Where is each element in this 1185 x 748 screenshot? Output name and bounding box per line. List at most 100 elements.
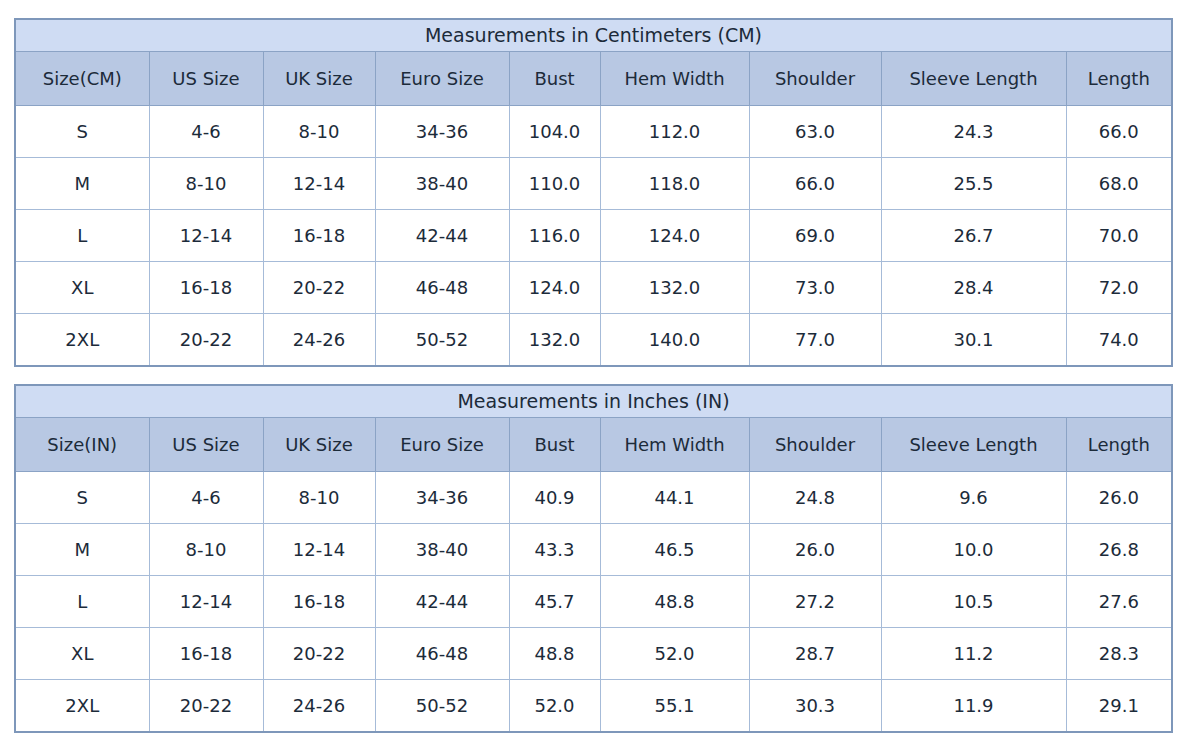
table-cell: 28.4 <box>881 262 1066 314</box>
column-header-us-size: US Size <box>149 52 263 106</box>
column-header-uk-size: UK Size <box>263 418 375 472</box>
table-row-2xl: 2XL 20-22 24-26 50-52 52.0 55.1 30.3 11.… <box>15 680 1172 733</box>
table-row-2xl: 2XL 20-22 24-26 50-52 132.0 140.0 77.0 3… <box>15 314 1172 367</box>
table-cell: 16-18 <box>263 576 375 628</box>
table-cell: 74.0 <box>1066 314 1172 367</box>
column-header-length: Length <box>1066 52 1172 106</box>
column-header-sleeve-length: Sleeve Length <box>881 418 1066 472</box>
table-cell: 45.7 <box>509 576 600 628</box>
table-row-s: S 4-6 8-10 34-36 40.9 44.1 24.8 9.6 26.0 <box>15 472 1172 524</box>
column-header-hem-width: Hem Width <box>600 52 749 106</box>
table-cell: 24.3 <box>881 106 1066 158</box>
table-cell: 11.2 <box>881 628 1066 680</box>
table-cell: 12-14 <box>263 524 375 576</box>
cm-table-title-row: Measurements in Centimeters (CM) <box>15 19 1172 52</box>
table-cell: 20-22 <box>149 680 263 733</box>
table-cell: M <box>15 524 149 576</box>
table-row-m: M 8-10 12-14 38-40 110.0 118.0 66.0 25.5… <box>15 158 1172 210</box>
table-cell: 30.3 <box>749 680 881 733</box>
table-cell: 72.0 <box>1066 262 1172 314</box>
table-cell: 46.5 <box>600 524 749 576</box>
column-header-size: Size(CM) <box>15 52 149 106</box>
table-cell: 4-6 <box>149 106 263 158</box>
table-row-l: L 12-14 16-18 42-44 116.0 124.0 69.0 26.… <box>15 210 1172 262</box>
column-header-euro-size: Euro Size <box>375 418 509 472</box>
table-cell: 2XL <box>15 314 149 367</box>
table-cell: 77.0 <box>749 314 881 367</box>
column-header-bust: Bust <box>509 418 600 472</box>
cm-table-header-row: Size(CM) US Size UK Size Euro Size Bust … <box>15 52 1172 106</box>
cm-measurements-table: Measurements in Centimeters (CM) Size(CM… <box>14 18 1173 367</box>
table-cell: 34-36 <box>375 472 509 524</box>
table-cell: 28.7 <box>749 628 881 680</box>
table-cell: 26.8 <box>1066 524 1172 576</box>
table-cell: 9.6 <box>881 472 1066 524</box>
table-row-xl: XL 16-18 20-22 46-48 124.0 132.0 73.0 28… <box>15 262 1172 314</box>
column-header-hem-width: Hem Width <box>600 418 749 472</box>
table-cell: S <box>15 472 149 524</box>
column-header-sleeve-length: Sleeve Length <box>881 52 1066 106</box>
table-cell: 63.0 <box>749 106 881 158</box>
table-cell: 68.0 <box>1066 158 1172 210</box>
table-row-l: L 12-14 16-18 42-44 45.7 48.8 27.2 10.5 … <box>15 576 1172 628</box>
table-cell: 8-10 <box>149 158 263 210</box>
table-cell: 11.9 <box>881 680 1066 733</box>
table-cell: 16-18 <box>263 210 375 262</box>
table-cell: 20-22 <box>263 628 375 680</box>
table-cell: 27.2 <box>749 576 881 628</box>
table-cell: 20-22 <box>263 262 375 314</box>
table-cell: 42-44 <box>375 210 509 262</box>
in-table-title-row: Measurements in Inches (IN) <box>15 385 1172 418</box>
column-header-size: Size(IN) <box>15 418 149 472</box>
table-cell: XL <box>15 628 149 680</box>
table-cell: 44.1 <box>600 472 749 524</box>
table-cell: 132.0 <box>600 262 749 314</box>
table-cell: 10.0 <box>881 524 1066 576</box>
table-cell: 26.0 <box>749 524 881 576</box>
table-cell: 28.3 <box>1066 628 1172 680</box>
table-cell: 26.0 <box>1066 472 1172 524</box>
in-table-header-row: Size(IN) US Size UK Size Euro Size Bust … <box>15 418 1172 472</box>
table-cell: 50-52 <box>375 680 509 733</box>
table-cell: S <box>15 106 149 158</box>
table-cell: 112.0 <box>600 106 749 158</box>
table-cell: 48.8 <box>509 628 600 680</box>
in-table-title: Measurements in Inches (IN) <box>15 385 1172 418</box>
table-cell: 40.9 <box>509 472 600 524</box>
table-cell: 46-48 <box>375 628 509 680</box>
table-cell: 12-14 <box>263 158 375 210</box>
table-cell: 70.0 <box>1066 210 1172 262</box>
table-cell: 132.0 <box>509 314 600 367</box>
size-chart-page: Measurements in Centimeters (CM) Size(CM… <box>0 0 1185 748</box>
table-cell: XL <box>15 262 149 314</box>
table-cell: 8-10 <box>149 524 263 576</box>
column-header-length: Length <box>1066 418 1172 472</box>
table-cell: 30.1 <box>881 314 1066 367</box>
table-cell: 27.6 <box>1066 576 1172 628</box>
in-measurements-table: Measurements in Inches (IN) Size(IN) US … <box>14 384 1173 733</box>
column-header-uk-size: UK Size <box>263 52 375 106</box>
table-cell: L <box>15 210 149 262</box>
table-cell: 29.1 <box>1066 680 1172 733</box>
column-header-us-size: US Size <box>149 418 263 472</box>
table-cell: M <box>15 158 149 210</box>
table-cell: 12-14 <box>149 576 263 628</box>
column-header-bust: Bust <box>509 52 600 106</box>
table-cell: 2XL <box>15 680 149 733</box>
table-cell: 50-52 <box>375 314 509 367</box>
table-cell: 12-14 <box>149 210 263 262</box>
table-cell: 124.0 <box>600 210 749 262</box>
table-cell: 4-6 <box>149 472 263 524</box>
table-cell: 48.8 <box>600 576 749 628</box>
table-cell: 43.3 <box>509 524 600 576</box>
table-cell: 20-22 <box>149 314 263 367</box>
table-cell: 34-36 <box>375 106 509 158</box>
column-header-euro-size: Euro Size <box>375 52 509 106</box>
table-cell: 26.7 <box>881 210 1066 262</box>
table-cell: 25.5 <box>881 158 1066 210</box>
table-cell: 16-18 <box>149 628 263 680</box>
column-header-shoulder: Shoulder <box>749 418 881 472</box>
table-cell: 116.0 <box>509 210 600 262</box>
table-row-m: M 8-10 12-14 38-40 43.3 46.5 26.0 10.0 2… <box>15 524 1172 576</box>
table-cell: 42-44 <box>375 576 509 628</box>
